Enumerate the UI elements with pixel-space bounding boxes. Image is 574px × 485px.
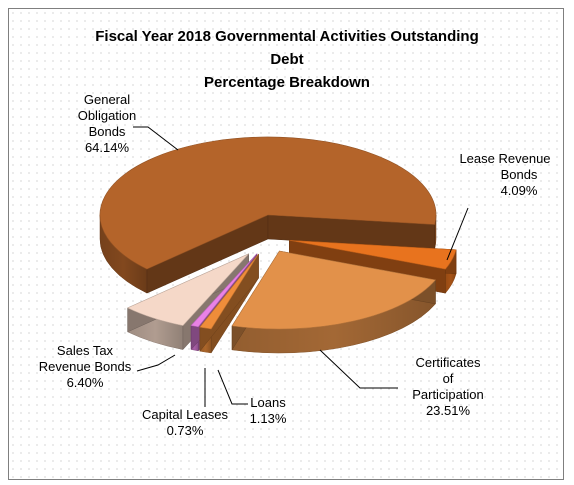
pie-tops — [99, 136, 457, 330]
label-lease-revenue-bonds: Lease Revenue Bonds 4.09% — [450, 151, 560, 199]
leader-line-3 — [217, 369, 248, 405]
slice-3-top — [199, 253, 259, 330]
label-capital-leases: Capital Leases 0.73% — [130, 407, 240, 439]
label-lrb-line-2: Bonds — [500, 167, 538, 182]
label-go-line-1: General — [83, 92, 131, 107]
label-cop-value: 23.51% — [425, 403, 471, 418]
label-cop-line-3: Participation — [412, 387, 484, 402]
slice-0-wall-shade-0 — [100, 215, 147, 294]
label-general-obligation-bonds: General Obligation Bonds 64.14% — [52, 92, 162, 156]
slice-4-top — [190, 253, 258, 328]
slice-2-top — [231, 250, 437, 330]
chart-title-line-2: Debt — [270, 51, 304, 68]
label-cop-line-2: of — [442, 371, 454, 386]
label-cop-line-1: Certificates — [415, 355, 481, 370]
label-loans-line-1: Loans — [250, 395, 286, 410]
label-cl-value: 0.73% — [166, 423, 204, 438]
chart-title-line-3: Percentage Breakdown — [204, 74, 370, 91]
label-loans: Loans 1.13% — [238, 395, 298, 427]
label-loans-value: 1.13% — [249, 411, 287, 426]
label-go-value: 64.14% — [84, 140, 130, 155]
slice-2-wall-shade-0 — [232, 279, 436, 354]
label-str-line-2: Revenue Bonds — [38, 359, 132, 374]
slice-0-top — [99, 136, 437, 270]
chart-title-line-1: Fiscal Year 2018 Governmental Activities… — [95, 28, 479, 45]
leader-lines — [133, 126, 469, 407]
leader-line-5 — [136, 354, 176, 372]
chart-frame — [8, 8, 564, 480]
leader-line-2 — [319, 349, 398, 389]
leader-line-1 — [446, 207, 469, 261]
label-sales-tax-revenue-bonds: Sales Tax Revenue Bonds 6.40% — [30, 343, 140, 391]
label-go-line-2: Obligation — [77, 108, 137, 123]
label-str-line-1: Sales Tax — [56, 343, 114, 358]
leader-line-0 — [133, 126, 179, 151]
label-lrb-value: 4.09% — [500, 183, 538, 198]
label-go-line-3: Bonds — [88, 124, 126, 139]
slice-5-top — [126, 253, 249, 326]
label-certificates-of-participation: Certificates of Participation 23.51% — [393, 355, 503, 419]
label-cl-line-1: Capital Leases — [142, 407, 228, 422]
label-lrb-line-1: Lease Revenue — [459, 151, 551, 166]
slice-1-top — [289, 239, 457, 270]
label-str-value: 6.40% — [66, 375, 104, 390]
